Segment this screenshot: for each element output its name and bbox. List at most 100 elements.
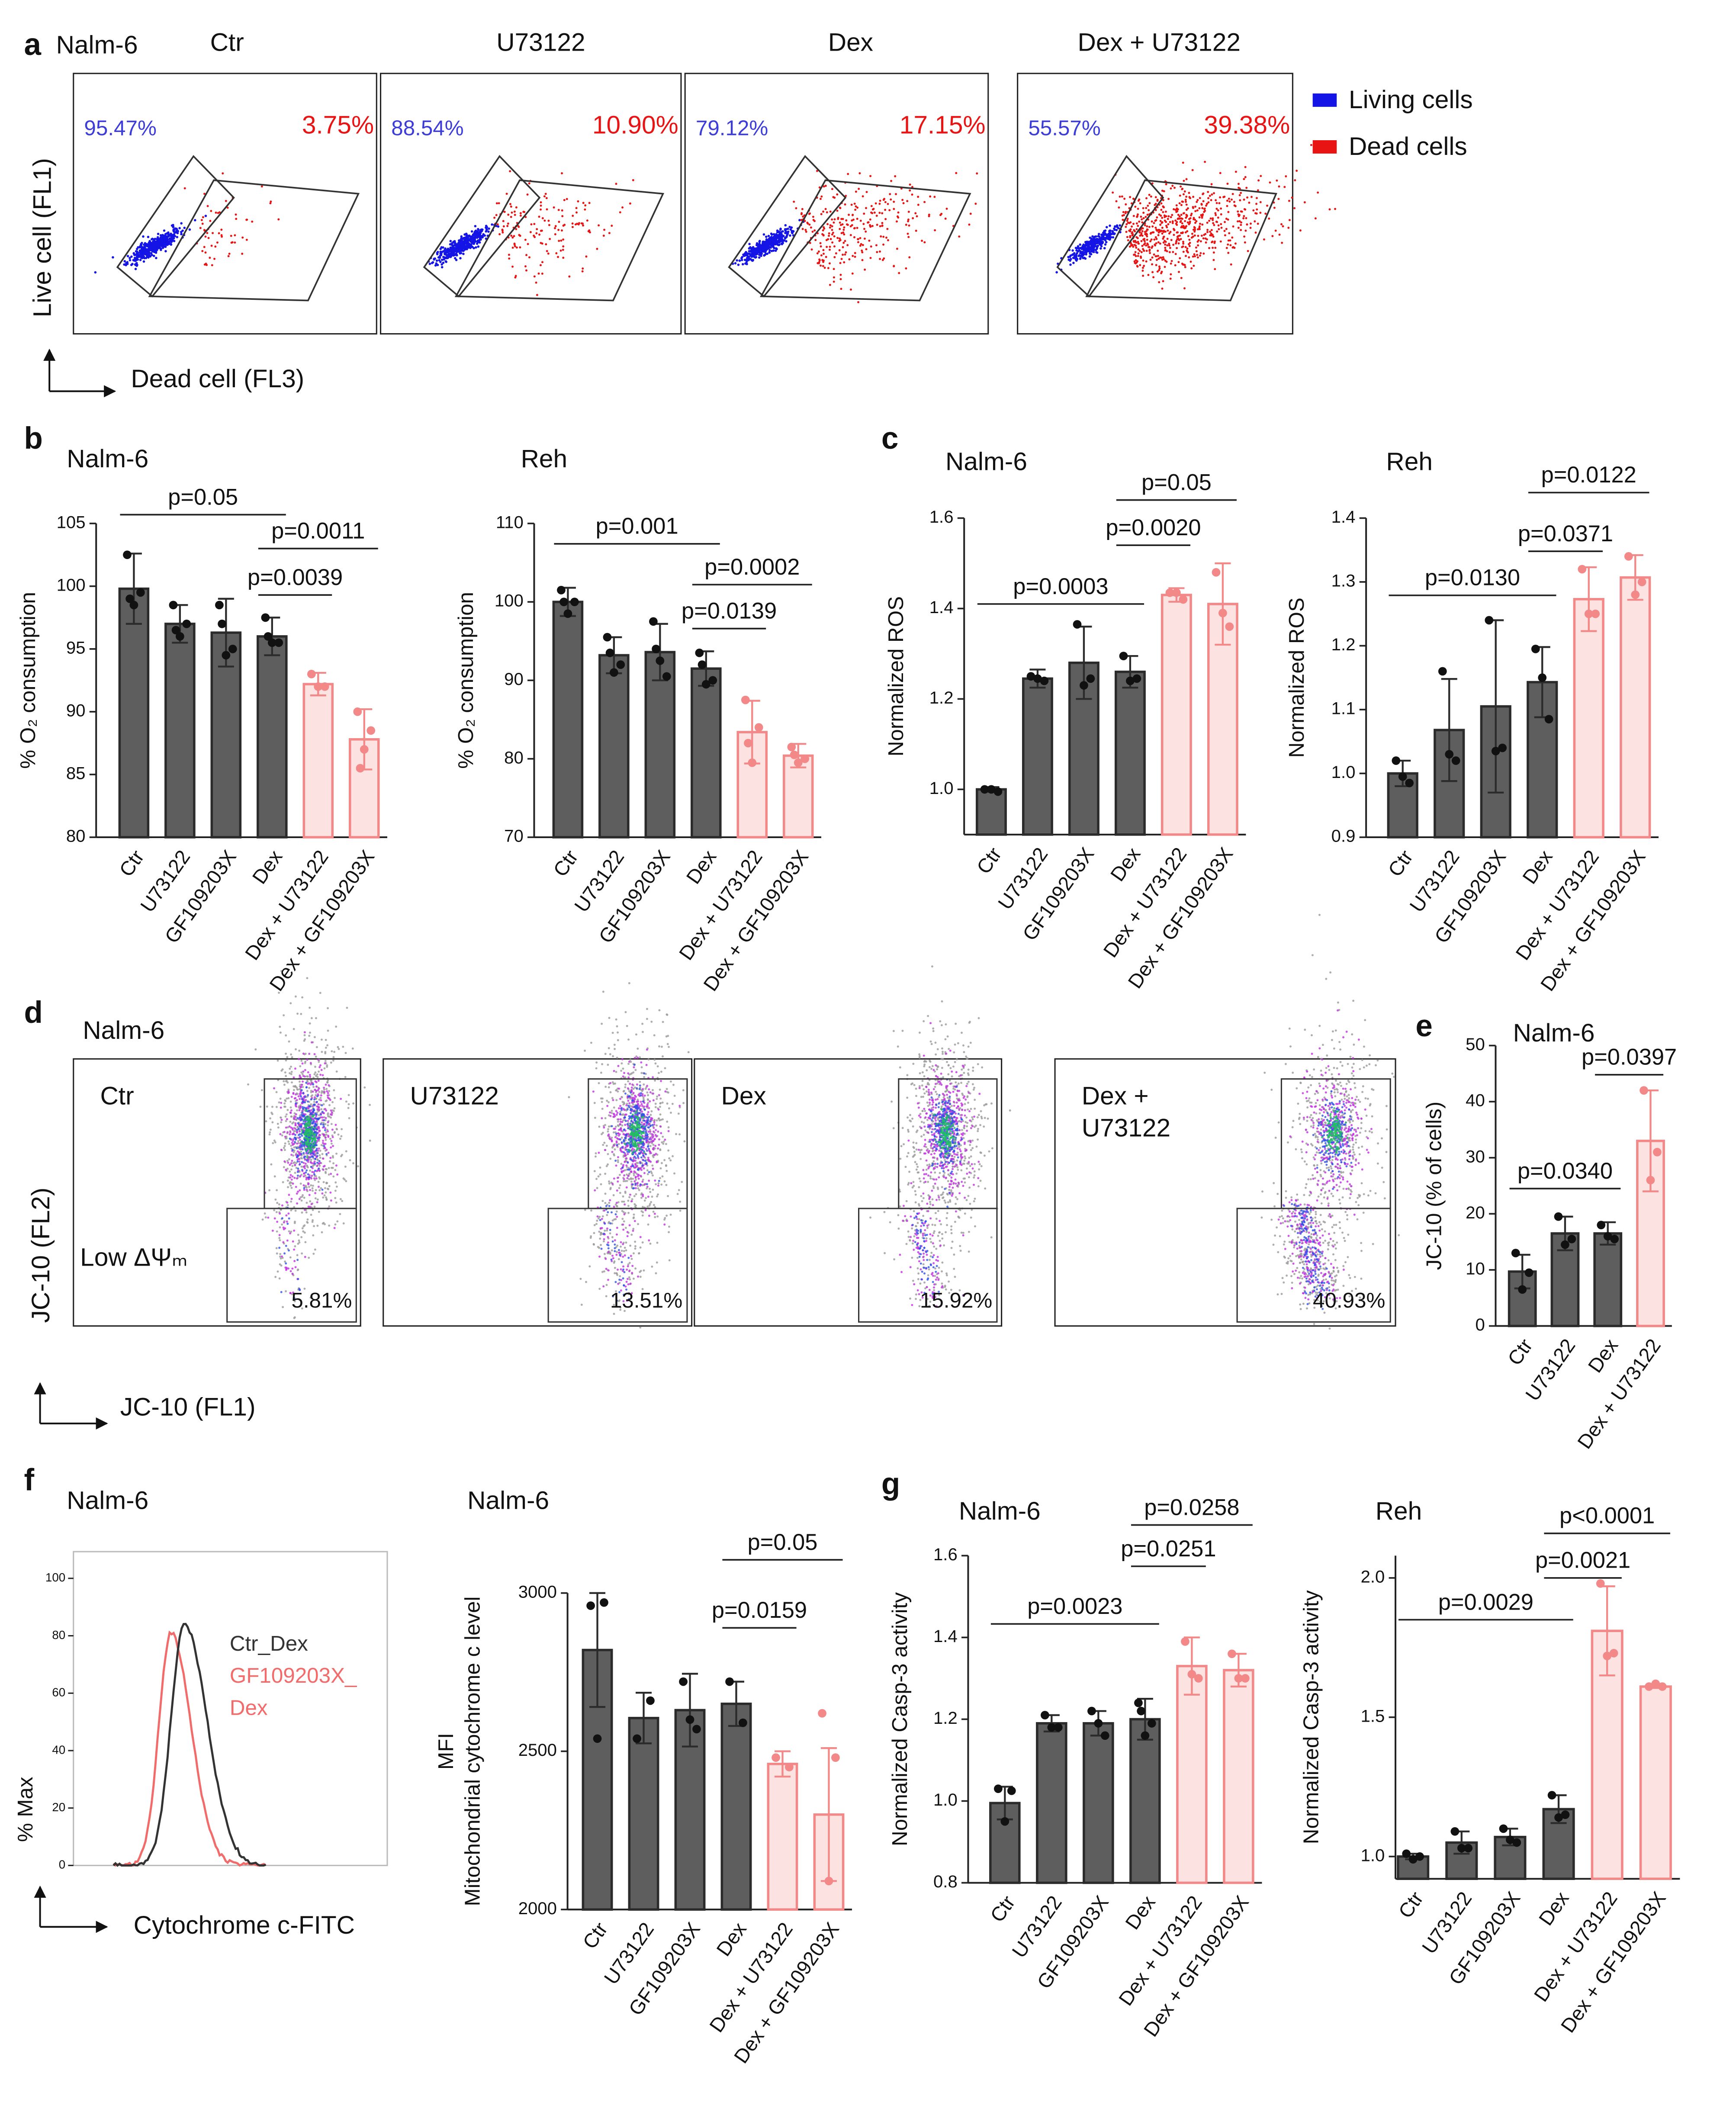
cell-dot — [297, 1134, 300, 1136]
cell-dot — [907, 236, 910, 238]
cell-dot — [801, 208, 804, 210]
cell-dot — [1220, 223, 1222, 225]
cell-dot — [1317, 191, 1319, 194]
cell-dot — [842, 254, 844, 256]
cell-dot — [541, 261, 543, 264]
cell-dot — [1142, 212, 1145, 214]
cell-dot — [844, 253, 846, 256]
cell-dot — [297, 1234, 299, 1236]
cell-dot — [857, 238, 859, 241]
living-percent: 88.54% — [391, 116, 463, 140]
cell-dot — [1278, 185, 1280, 188]
cell-dot — [293, 1176, 296, 1179]
cell-dot — [323, 1119, 325, 1122]
cell-dot — [334, 1181, 337, 1184]
cell-dot — [1199, 222, 1201, 225]
cell-dot — [336, 1220, 339, 1223]
cell-dot — [129, 257, 131, 260]
cell-dot — [1278, 233, 1281, 236]
cell-dot — [439, 260, 442, 264]
cell-dot — [1138, 220, 1141, 223]
cell-dot — [428, 263, 431, 265]
cell-dot — [601, 1101, 603, 1103]
cell-dot — [1157, 234, 1160, 236]
cell-dot — [313, 1101, 315, 1103]
cell-dot — [687, 1051, 690, 1054]
cell-dot — [316, 1152, 319, 1154]
cell-dot — [302, 1108, 304, 1110]
cell-dot — [326, 1064, 328, 1067]
cell-dot — [676, 1192, 679, 1195]
cell-dot — [1205, 241, 1207, 244]
cell-dot — [908, 256, 911, 259]
cell-dot — [1135, 236, 1138, 238]
cell-dot — [254, 1048, 257, 1051]
cell-dot — [278, 1277, 281, 1280]
cell-dot — [968, 223, 971, 226]
cell-dot — [1196, 254, 1199, 256]
cell-dot — [1185, 216, 1187, 219]
cell-dot — [293, 1229, 296, 1232]
cell-dot — [1185, 209, 1188, 211]
cell-dot — [775, 233, 778, 236]
cell-dot — [1132, 215, 1135, 217]
cell-dot — [435, 259, 438, 262]
cell-dot — [319, 1150, 321, 1152]
cell-dot — [856, 206, 859, 209]
cell-dot — [299, 1138, 301, 1141]
legend-swatch — [1312, 93, 1337, 107]
cell-dot — [283, 1147, 285, 1149]
cell-dot — [264, 1212, 266, 1215]
cell-dot — [1143, 238, 1146, 240]
cell-dot — [279, 1031, 282, 1034]
cell-dot — [311, 1094, 313, 1096]
cell-dot — [1113, 228, 1116, 231]
cell-dot — [898, 272, 900, 274]
cell-dot — [1238, 214, 1241, 216]
cell-dot — [328, 1173, 330, 1176]
cell-dot — [1202, 213, 1204, 216]
cell-dot — [303, 1039, 305, 1042]
cell-dot — [277, 1126, 280, 1129]
cell-dot — [289, 1170, 291, 1173]
cell-dot — [528, 182, 530, 185]
cell-dot — [506, 225, 509, 227]
cell-dot — [139, 254, 142, 257]
cell-dot — [1245, 217, 1247, 219]
cell-dot — [1072, 257, 1075, 259]
cell-dot — [1170, 260, 1173, 262]
cell-dot — [284, 1135, 286, 1138]
cell-dot — [916, 215, 918, 218]
cell-dot — [643, 1199, 646, 1202]
cell-dot — [524, 265, 527, 268]
cell-dot — [889, 193, 891, 196]
cell-dot — [630, 1234, 633, 1236]
cell-dot — [619, 211, 621, 214]
cell-dot — [1092, 240, 1095, 243]
cell-dot — [1182, 212, 1185, 215]
cell-dot — [1205, 204, 1207, 207]
cell-dot — [323, 1145, 325, 1147]
cell-dot — [1171, 214, 1173, 216]
cell-dot — [843, 261, 845, 264]
cell-dot — [828, 232, 830, 235]
cell-dot — [309, 1170, 312, 1172]
cell-dot — [311, 1133, 313, 1135]
cell-dot — [1254, 231, 1257, 234]
cell-dot — [309, 1022, 311, 1025]
cell-dot — [666, 1043, 669, 1045]
cell-dot — [315, 1189, 317, 1191]
cell-dot — [1243, 215, 1245, 217]
cell-dot — [473, 242, 476, 245]
cell-dot — [313, 1173, 315, 1176]
cell-dot — [150, 238, 153, 241]
cell-dot — [1139, 264, 1141, 267]
cell-dot — [1191, 232, 1193, 235]
cell-dot — [318, 1136, 321, 1139]
cell-dot — [306, 1100, 309, 1103]
cell-dot — [561, 215, 564, 218]
cell-dot — [296, 1158, 299, 1161]
cell-dot — [1137, 199, 1140, 202]
cell-dot — [298, 1109, 301, 1112]
